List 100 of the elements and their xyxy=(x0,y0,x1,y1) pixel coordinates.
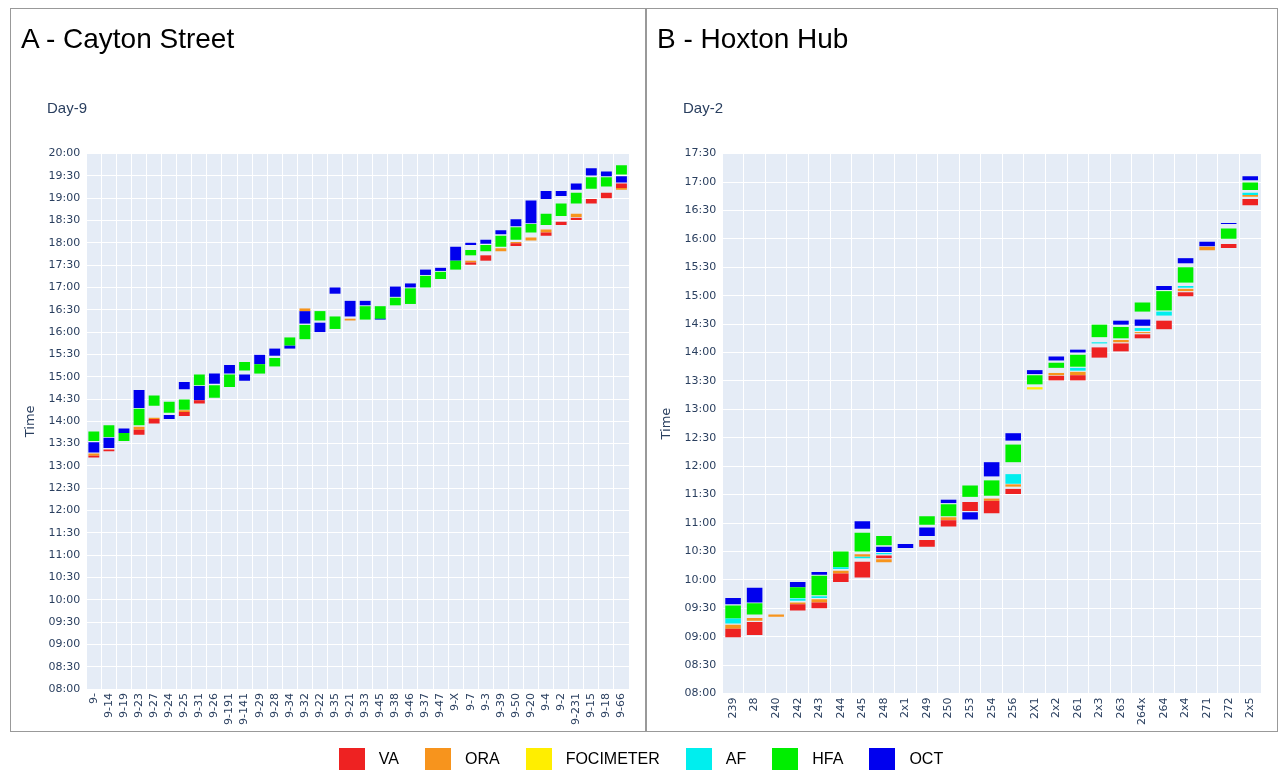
x-tick-label: 250 xyxy=(941,697,955,719)
x-tick-label: 28 xyxy=(747,697,761,712)
x-tick-label: 9-20 xyxy=(523,693,537,719)
x-tick-label: 9-7 xyxy=(463,693,477,712)
x-tick-label: 271 xyxy=(1199,697,1213,719)
y-tick-label: 18:00 xyxy=(48,235,81,249)
x-tick-label: 9-66 xyxy=(614,693,628,719)
x-tick-label: 9-27 xyxy=(147,693,160,719)
y-tick-label: 13:30 xyxy=(48,436,81,450)
x-tick-label: 256 xyxy=(1006,697,1020,719)
x-tick-label: 2x5 xyxy=(1243,697,1257,719)
x-tick-label: 253 xyxy=(962,697,976,719)
y-tick-label: 08:00 xyxy=(684,686,717,700)
legend-label: FOCIMETER xyxy=(565,750,660,768)
x-tick-label: 9-29 xyxy=(252,693,266,719)
y-tick-label: 14:00 xyxy=(48,414,81,428)
x-tick-label: 9-34 xyxy=(282,693,296,719)
x-tick-label: 9-45 xyxy=(373,693,387,719)
y-axis-title: Time xyxy=(658,407,674,441)
x-tick-label: 9-4 xyxy=(538,693,552,712)
y-tick-label: 16:30 xyxy=(48,302,81,316)
y-tick-label: 19:30 xyxy=(48,168,81,182)
legend-label: VA xyxy=(378,750,399,768)
y-tick-label: 17:00 xyxy=(48,280,81,294)
x-tick-label: 9-35 xyxy=(327,693,341,719)
x-tick-label: 264 xyxy=(1156,697,1170,719)
x-tick-label: 249 xyxy=(919,697,933,719)
y-tick-label: 08:30 xyxy=(48,659,81,673)
legend-label: OCT xyxy=(909,750,944,768)
x-tick-label: 9-231 xyxy=(569,693,583,726)
y-tick-label: 11:30 xyxy=(48,525,81,539)
y-tick-label: 17:30 xyxy=(48,258,81,272)
x-tick-label: 9-26 xyxy=(207,693,221,719)
y-tick-label: 10:00 xyxy=(48,592,81,606)
y-tick-label: 15:00 xyxy=(684,288,717,302)
y-tick-label: 10:30 xyxy=(48,570,81,584)
x-tick-label: 2x3 xyxy=(1092,697,1106,719)
chart-subtitle: Day-2 xyxy=(683,99,724,116)
y-tick-label: 10:30 xyxy=(684,544,717,558)
x-tick-label: 9-21 xyxy=(342,693,356,719)
x-tick-label: 239 xyxy=(725,697,739,719)
x-tick-label: 9-46 xyxy=(403,693,417,719)
x-tick-label: 244 xyxy=(833,697,847,719)
x-tick-label: 9-25 xyxy=(177,693,191,719)
y-tick-label: 16:30 xyxy=(684,203,717,217)
y-tick-label: 19:00 xyxy=(48,191,81,205)
x-tick-label: 9-28 xyxy=(267,693,281,719)
y-axis-title: Time xyxy=(22,405,38,439)
y-tick-label: 15:30 xyxy=(684,260,717,274)
x-tick-label: 9-22 xyxy=(312,693,326,719)
x-tick-label: 9-3 xyxy=(478,693,492,712)
legend-label: HFA xyxy=(812,750,844,768)
y-tick-label: 17:00 xyxy=(684,174,717,188)
x-tick-label: 9-32 xyxy=(297,693,311,719)
x-tick-label: 9-39 xyxy=(493,693,507,719)
y-tick-label: 11:30 xyxy=(684,487,717,501)
chart-subtitle: Day-9 xyxy=(47,99,88,116)
y-tick-label: 14:00 xyxy=(684,345,717,359)
x-tick-label: 9-141 xyxy=(237,693,251,726)
y-tick-label: 12:00 xyxy=(48,503,81,517)
x-tick-label: 9-37 xyxy=(418,693,432,719)
y-tick-label: 13:30 xyxy=(684,373,717,387)
y-tick-label: 11:00 xyxy=(684,515,717,529)
x-tick-label: 243 xyxy=(812,697,826,719)
x-tick-label: 9-2 xyxy=(554,693,568,712)
y-tick-label: 12:30 xyxy=(48,481,81,495)
legend-label: ORA xyxy=(464,750,500,768)
y-tick-label: 16:00 xyxy=(48,324,81,338)
y-tick-label: 14:30 xyxy=(48,391,81,405)
x-tick-label: 9-31 xyxy=(192,693,206,719)
x-tick-label: 264x xyxy=(1135,697,1149,726)
x-tick-label: 248 xyxy=(876,697,890,719)
x-tick-label: 261 xyxy=(1070,697,1084,719)
x-tick-label: 9-23 xyxy=(131,693,145,719)
x-tick-label: 9- xyxy=(86,693,100,705)
x-tick-label: 9-24 xyxy=(162,693,176,719)
x-tick-label: 240 xyxy=(769,697,783,719)
chart-title: B - Hoxton Hub xyxy=(657,23,849,55)
x-tick-label: 9-14 xyxy=(101,693,115,719)
y-tick-label: 09:00 xyxy=(48,637,81,651)
chart-title: A - Cayton Street xyxy=(21,23,235,55)
y-tick-label: 16:00 xyxy=(684,231,717,245)
y-tick-label: 20:00 xyxy=(48,146,81,160)
x-tick-label: 9-38 xyxy=(388,693,402,719)
x-tick-label: 2x2 xyxy=(1049,697,1063,719)
y-tick-label: 15:00 xyxy=(48,369,81,383)
y-tick-label: 08:00 xyxy=(48,681,81,695)
x-tick-label: 9-50 xyxy=(508,693,522,719)
y-tick-label: 14:30 xyxy=(684,316,717,330)
y-tick-label: 09:00 xyxy=(684,629,717,643)
y-tick-label: 11:00 xyxy=(48,548,81,562)
y-tick-label: 09:30 xyxy=(684,601,717,615)
x-tick-label: 9-19 xyxy=(116,693,130,719)
x-tick-label: 9-191 xyxy=(222,693,236,726)
y-tick-label: 13:00 xyxy=(48,458,81,472)
x-tick-label: 9-15 xyxy=(584,693,598,719)
x-tick-label: 2x4 xyxy=(1178,697,1192,719)
y-tick-label: 15:30 xyxy=(48,347,81,361)
x-tick-label: 272 xyxy=(1221,697,1235,719)
y-tick-label: 09:30 xyxy=(48,614,81,628)
